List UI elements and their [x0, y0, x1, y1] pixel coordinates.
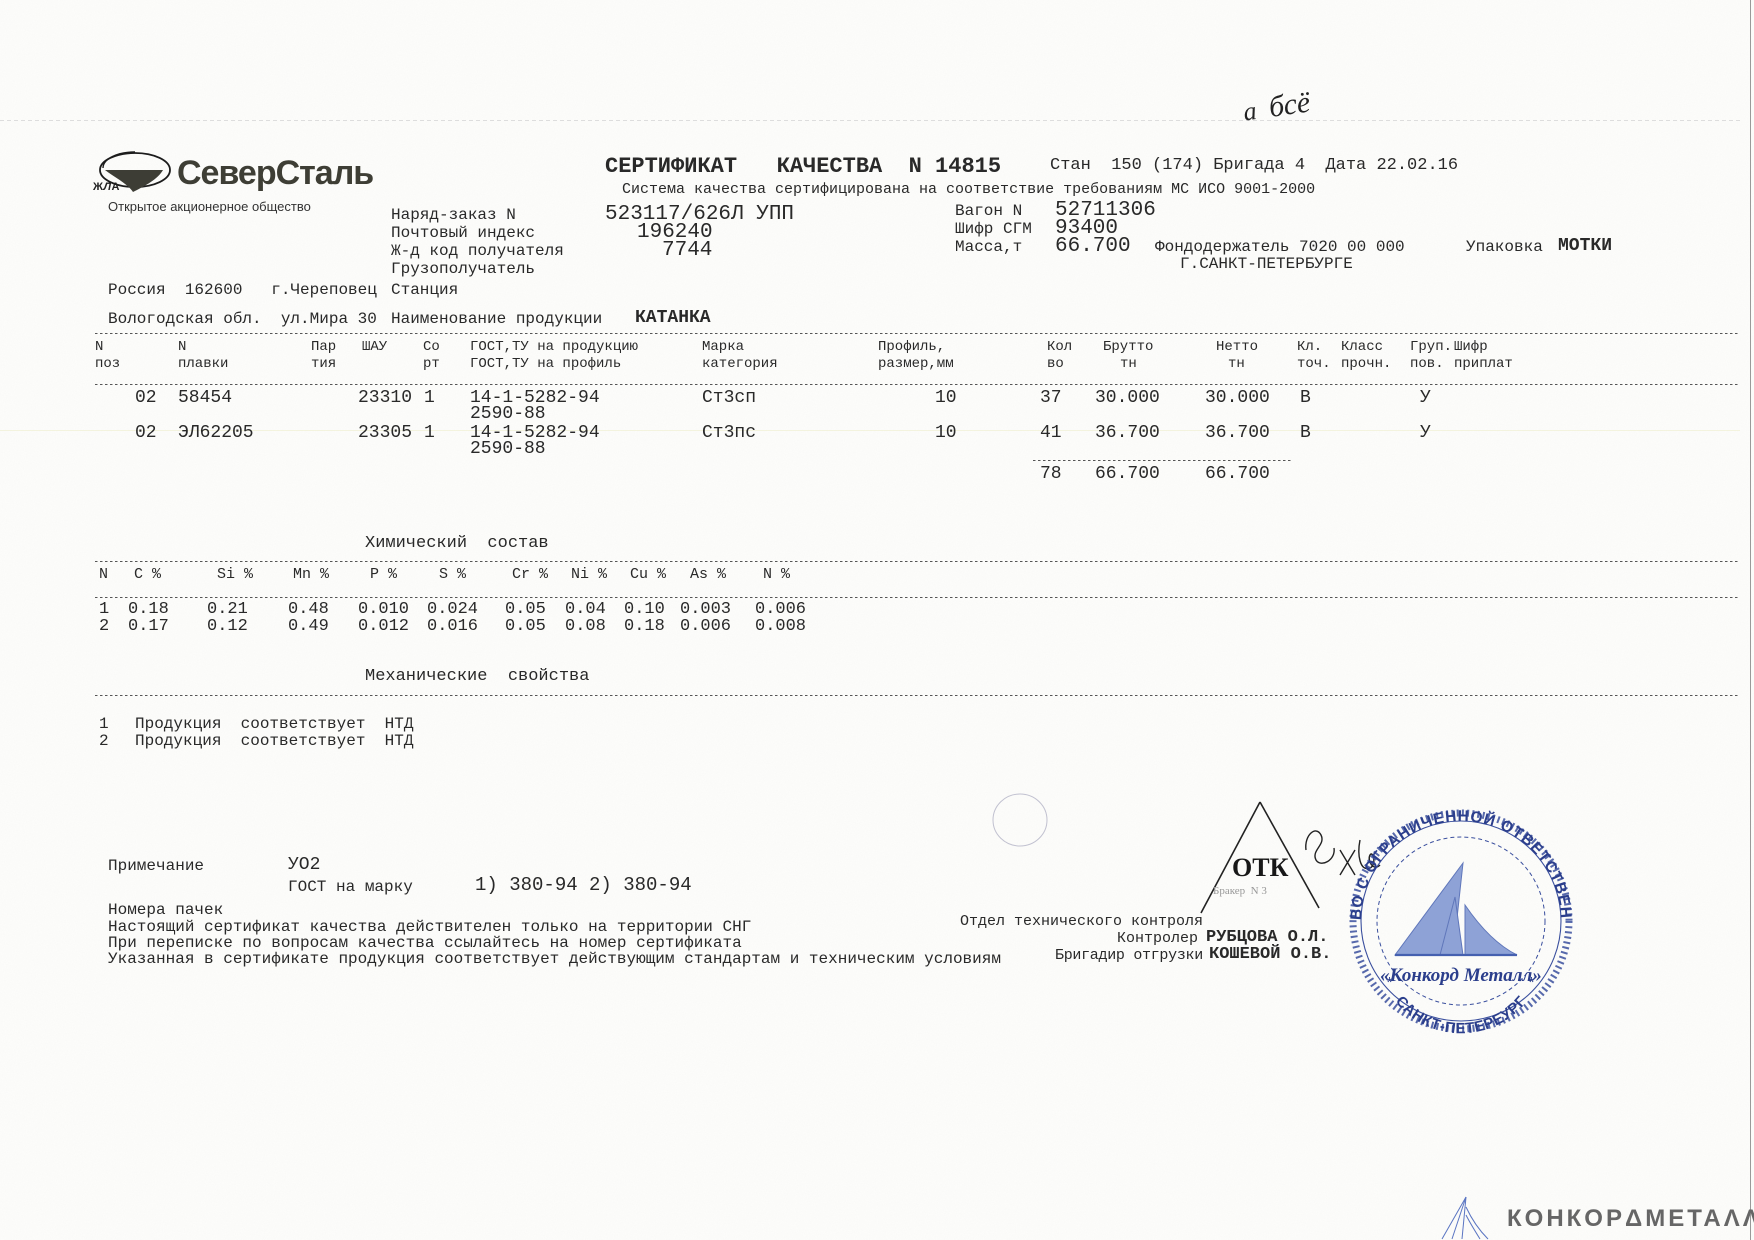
svg-text:«Конкорд Металл»: «Конкорд Металл» — [1380, 965, 1542, 986]
svg-text:САНКТ-ПЕТЕРЕУРГ: САНКТ-ПЕТЕРЕУРГ — [1392, 993, 1530, 1037]
